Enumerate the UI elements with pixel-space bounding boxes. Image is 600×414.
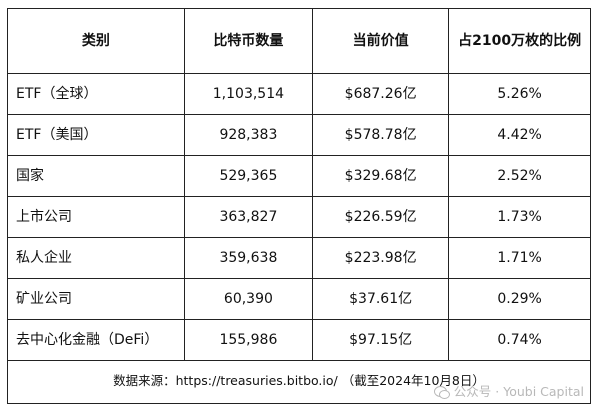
cell-btc: 359,638	[183, 237, 314, 279]
cell-ratio: 1.73%	[448, 196, 590, 238]
cell-category: ETF（全球）	[8, 73, 185, 115]
table-footer-row: 数据来源：https://treasuries.bitbo.io/ （截至202…	[8, 360, 590, 401]
header-category: 类别	[8, 9, 185, 74]
cell-btc: 60,390	[183, 278, 314, 320]
table-header-row: 类别 比特币数量 当前价值 占2100万枚的比例	[8, 9, 590, 74]
table-row: ETF（美国） 928,383 $578.78亿 4.42%	[8, 114, 590, 156]
cell-category: 私人企业	[8, 237, 185, 279]
watermark-account: Youbi Capital	[503, 384, 584, 400]
bitcoin-holdings-table: 类别 比特币数量 当前价值 占2100万枚的比例 ETF（全球） 1,103,5…	[8, 9, 590, 401]
wechat-icon	[433, 386, 450, 399]
cell-value: $329.68亿	[312, 155, 450, 197]
cell-category: 去中心化金融（DeFi）	[8, 319, 185, 361]
cell-value: $226.59亿	[312, 196, 450, 238]
watermark-separator: ·	[495, 384, 500, 400]
cell-category: ETF（美国）	[8, 114, 185, 156]
holdings-table-container: 类别 比特币数量 当前价值 占2100万枚的比例 ETF（全球） 1,103,5…	[7, 8, 591, 404]
table-row: ETF（全球） 1,103,514 $687.26亿 5.26%	[8, 73, 590, 115]
watermark-platform: 公众号	[453, 384, 492, 400]
cell-ratio: 0.74%	[448, 319, 590, 361]
cell-value: $223.98亿	[312, 237, 450, 279]
table-row: 矿业公司 60,390 $37.61亿 0.29%	[8, 278, 590, 320]
cell-btc: 155,986	[183, 319, 314, 361]
cell-btc: 363,827	[183, 196, 314, 238]
cell-ratio: 4.42%	[448, 114, 590, 156]
table-row: 去中心化金融（DeFi） 155,986 $97.15亿 0.74%	[8, 319, 590, 361]
cell-category: 国家	[8, 155, 185, 197]
cell-value: $687.26亿	[312, 73, 450, 115]
cell-btc: 1,103,514	[183, 73, 314, 115]
cell-category: 矿业公司	[8, 278, 185, 320]
header-share-of-21m: 占2100万枚的比例	[448, 9, 590, 74]
cell-ratio: 1.71%	[448, 237, 590, 279]
data-source-note: 数据来源：https://treasuries.bitbo.io/ （截至202…	[8, 360, 590, 401]
header-current-value: 当前价值	[312, 9, 450, 74]
cell-value: $97.15亿	[312, 319, 450, 361]
cell-category: 上市公司	[8, 196, 185, 238]
cell-value: $578.78亿	[312, 114, 450, 156]
cell-ratio: 2.52%	[448, 155, 590, 197]
cell-btc: 928,383	[183, 114, 314, 156]
cell-ratio: 5.26%	[448, 73, 590, 115]
cell-btc: 529,365	[183, 155, 314, 197]
data-source-text: 数据来源：https://treasuries.bitbo.io/ （截至202…	[113, 372, 485, 388]
table-row: 上市公司 363,827 $226.59亿 1.73%	[8, 196, 590, 238]
table-row: 私人企业 359,638 $223.98亿 1.71%	[8, 237, 590, 279]
cell-ratio: 0.29%	[448, 278, 590, 320]
header-btc-amount: 比特币数量	[183, 9, 314, 74]
table-row: 国家 529,365 $329.68亿 2.52%	[8, 155, 590, 197]
watermark: 公众号 · Youbi Capital	[433, 384, 584, 400]
cell-value: $37.61亿	[312, 278, 450, 320]
